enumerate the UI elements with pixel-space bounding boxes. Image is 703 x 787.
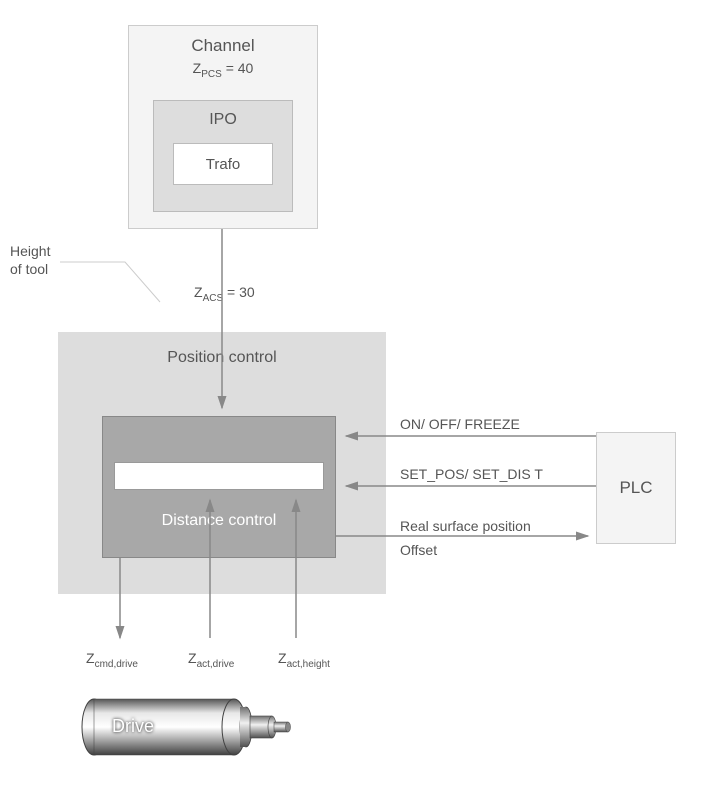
channel-subtitle: ZPCS = 40	[129, 60, 317, 80]
plc-box: PLC	[596, 432, 676, 544]
height-of-tool-label: Height of tool	[10, 242, 50, 278]
trafo-title: Trafo	[206, 156, 240, 173]
distance-inner-box	[114, 462, 324, 490]
ipo-title: IPO	[154, 111, 292, 129]
channel-title: Channel	[129, 36, 317, 56]
signal-offset: Offset	[400, 542, 437, 558]
plc-title: PLC	[619, 478, 652, 498]
position-control-title: Position control	[59, 349, 385, 367]
z-act-height-label: Zact,height	[278, 650, 330, 670]
signal-set-pos-dist: SET_POS/ SET_DIS T	[400, 466, 543, 482]
distance-control-title: Distance control	[102, 512, 336, 530]
signal-real-surface: Real surface position	[400, 518, 531, 534]
z-cmd-drive-label: Zcmd,drive	[86, 650, 138, 670]
signal-on-off-freeze: ON/ OFF/ FREEZE	[400, 416, 520, 432]
drive-title: Drive	[112, 716, 154, 737]
z-acs-label: ZACS = 30	[194, 284, 255, 304]
z-act-drive-label: Zact,drive	[188, 650, 234, 670]
trafo-box: Trafo	[173, 143, 273, 185]
drive-graphic	[78, 694, 298, 760]
